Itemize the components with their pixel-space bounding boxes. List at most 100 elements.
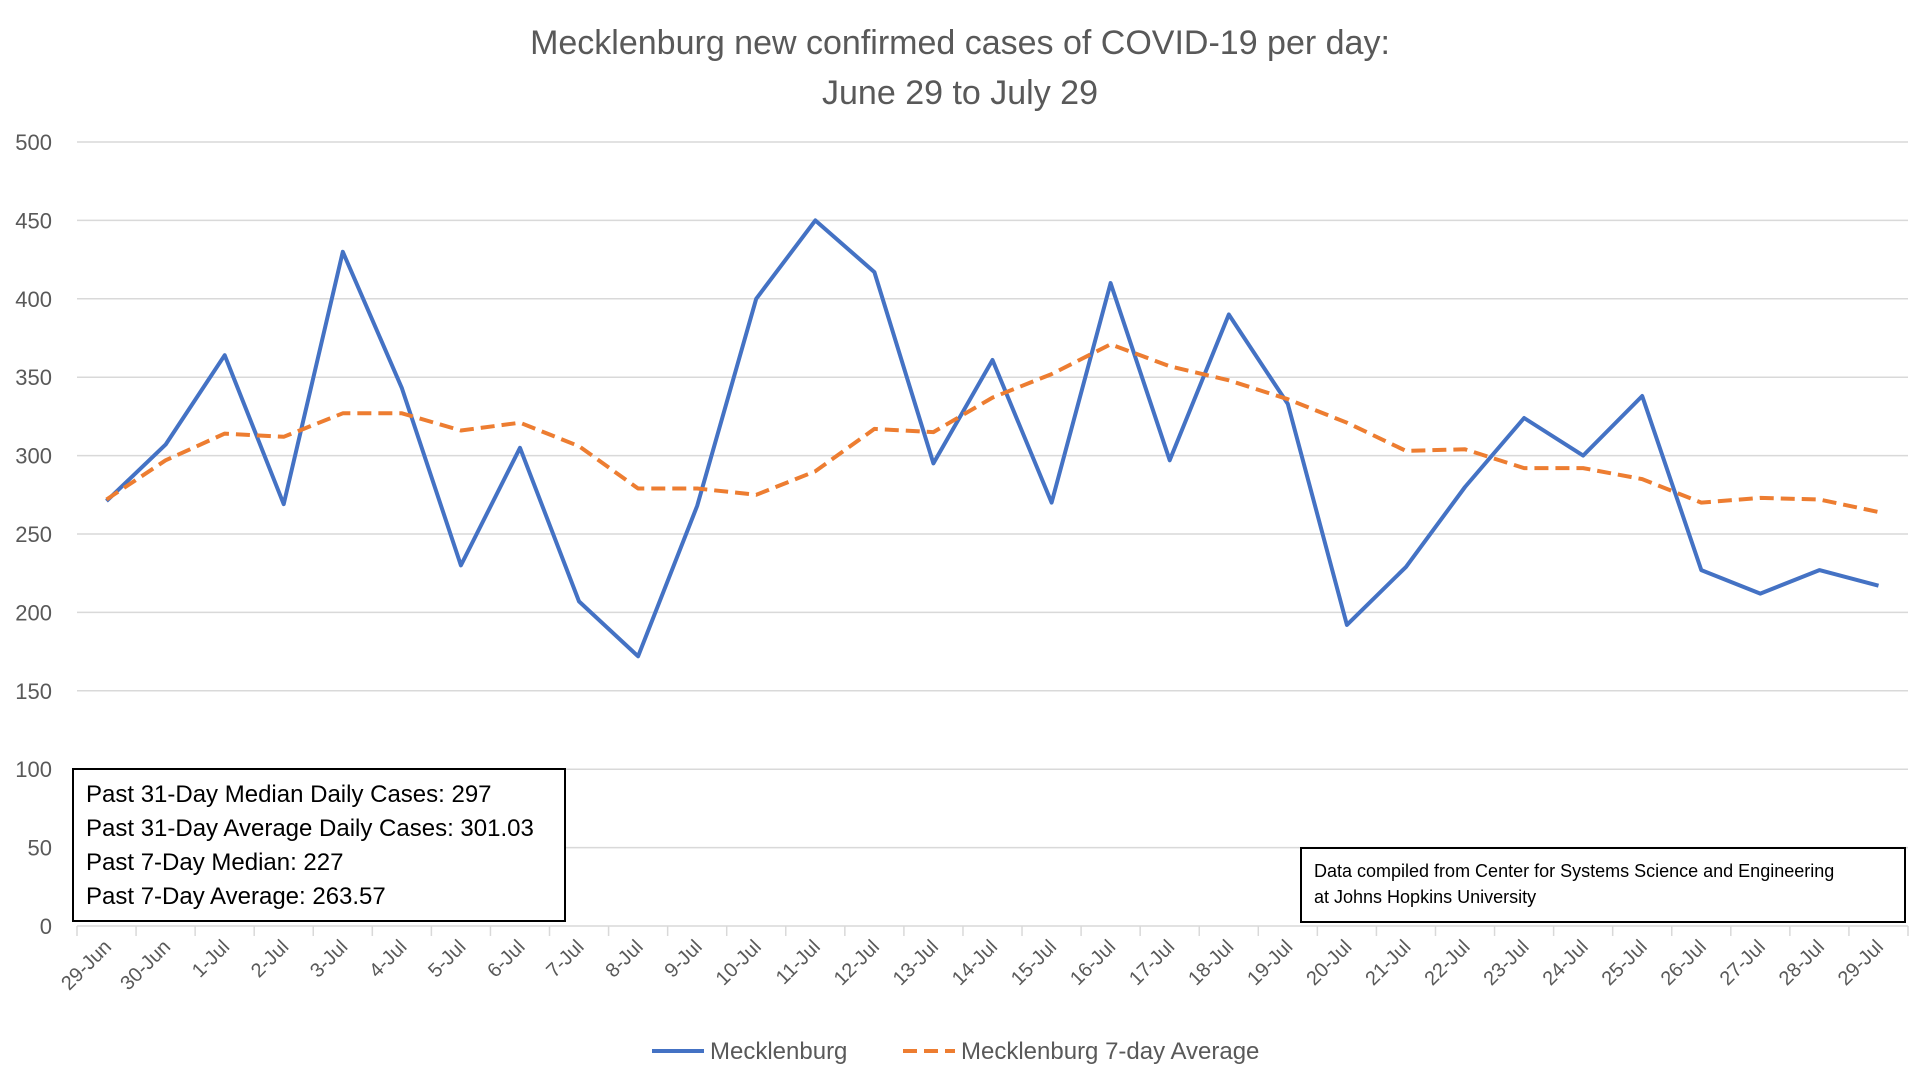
data-point-daily-10-Jul [754, 297, 758, 301]
data-point-daily-11-Jul [813, 218, 817, 222]
data-point-avg-1-Jul [223, 432, 227, 436]
x-tick-label-23-Jul: 23-Jul [1480, 936, 1534, 990]
data-point-daily-12-Jul [872, 270, 876, 274]
data-point-avg-3-Jul [341, 411, 345, 415]
data-point-avg-5-Jul [459, 429, 463, 433]
stats-7day-average: Past 7-Day Average: 263.57 [86, 883, 386, 910]
y-tick-label-50: 50 [28, 836, 52, 861]
series-line-seven-day-average [105, 342, 1879, 514]
data-point-daily-1-Jul [223, 353, 227, 357]
y-tick-label-150: 150 [15, 679, 52, 704]
data-point-daily-25-Jul [1640, 394, 1644, 398]
data-point-avg-8-Jul [636, 487, 640, 491]
x-tick-label-29-Jun: 29-Jun [57, 936, 116, 995]
stats-7day-median: Past 7-Day Median: 227 [86, 849, 344, 876]
data-point-avg-22-Jul [1463, 447, 1467, 451]
data-point-avg-15-Jul [1050, 372, 1054, 376]
data-point-daily-24-Jul [1581, 454, 1585, 458]
source-note-line-2: at Johns Hopkins University [1314, 887, 1537, 907]
data-point-avg-10-Jul [754, 493, 758, 497]
data-point-daily-5-Jul [459, 563, 463, 567]
y-axis: 0 50 100 150 200 250 300 350 400 450 500 [15, 130, 52, 939]
legend-label-seven-day-average: Mecklenburg 7-day Average [961, 1038, 1259, 1065]
data-point-daily-23-Jul [1522, 416, 1526, 420]
x-tick-label-19-Jul: 19-Jul [1243, 936, 1297, 990]
data-point-daily-9-Jul [695, 504, 699, 508]
x-tick-label-18-Jul: 18-Jul [1184, 936, 1238, 990]
stats-box: Past 31-Day Median Daily Cases: 297 Past… [72, 768, 566, 922]
y-tick-label-100: 100 [15, 757, 52, 782]
y-tick-label-300: 300 [15, 444, 52, 469]
stats-31day-median: Past 31-Day Median Daily Cases: 297 [86, 781, 492, 808]
data-point-avg-18-Jul [1227, 378, 1231, 382]
x-tick-label-10-Jul: 10-Jul [712, 936, 766, 990]
data-point-avg-12-Jul [872, 427, 876, 431]
x-tick-label-14-Jul: 14-Jul [948, 936, 1002, 990]
data-point-daily-17-Jul [1168, 458, 1172, 462]
data-point-avg-25-Jul [1640, 477, 1644, 481]
data-point-daily-7-Jul [577, 599, 581, 603]
x-tick-label-5-Jul: 5-Jul [424, 936, 470, 982]
x-tick-label-2-Jul: 2-Jul [247, 936, 293, 982]
data-point-daily-28-Jul [1817, 568, 1821, 572]
y-tick-label-0: 0 [40, 914, 52, 939]
x-tick-label-6-Jul: 6-Jul [483, 936, 529, 982]
x-tick-label-22-Jul: 22-Jul [1420, 936, 1474, 990]
data-point-daily-26-Jul [1699, 568, 1703, 572]
data-point-avg-20-Jul [1345, 421, 1349, 425]
y-tick-label-200: 200 [15, 600, 52, 625]
x-tick-label-9-Jul: 9-Jul [660, 936, 706, 982]
x-tick-label-28-Jul: 28-Jul [1775, 936, 1829, 990]
source-note-line-1: Data compiled from Center for Systems Sc… [1314, 861, 1835, 881]
data-point-avg-17-Jul [1168, 364, 1172, 368]
data-point-daily-19-Jul [1286, 402, 1290, 406]
x-tick-label-27-Jul: 27-Jul [1716, 936, 1770, 990]
x-tick-label-3-Jul: 3-Jul [306, 936, 352, 982]
data-point-avg-24-Jul [1581, 466, 1585, 470]
data-point-avg-30-Jun [164, 458, 168, 462]
data-point-daily-20-Jul [1345, 623, 1349, 627]
x-tick-label-16-Jul: 16-Jul [1066, 936, 1120, 990]
data-point-avg-2-Jul [282, 435, 286, 439]
x-tick-label-20-Jul: 20-Jul [1302, 936, 1356, 990]
x-tick-label-13-Jul: 13-Jul [889, 936, 943, 990]
x-tick-label-1-Jul: 1-Jul [188, 936, 234, 982]
x-tick-label-25-Jul: 25-Jul [1598, 936, 1652, 990]
data-point-daily-14-Jul [991, 358, 995, 362]
x-tick-label-7-Jul: 7-Jul [542, 936, 588, 982]
x-tick-label-12-Jul: 12-Jul [830, 936, 884, 990]
data-point-avg-27-Jul [1758, 496, 1762, 500]
x-tick-label-30-Jun: 30-Jun [116, 936, 175, 995]
x-tick-label-4-Jul: 4-Jul [365, 936, 411, 982]
x-tick-label-26-Jul: 26-Jul [1657, 936, 1711, 990]
data-point-daily-21-Jul [1404, 565, 1408, 569]
data-point-avg-9-Jul [695, 487, 699, 491]
data-point-daily-18-Jul [1227, 313, 1231, 317]
y-tick-label-350: 350 [15, 365, 52, 390]
x-tick-label-29-Jul: 29-Jul [1834, 936, 1888, 990]
data-point-daily-8-Jul [636, 654, 640, 658]
data-point-daily-15-Jul [1050, 501, 1054, 505]
x-tick-label-15-Jul: 15-Jul [1007, 936, 1061, 990]
data-point-avg-28-Jul [1817, 498, 1821, 502]
data-point-avg-21-Jul [1404, 449, 1408, 453]
data-point-daily-2-Jul [282, 502, 286, 506]
source-note-box: Data compiled from Center for Systems Sc… [1300, 847, 1906, 923]
y-tick-label-400: 400 [15, 287, 52, 312]
legend-label-mecklenburg: Mecklenburg [710, 1038, 847, 1065]
data-point-avg-4-Jul [400, 411, 404, 415]
data-point-avg-13-Jul [931, 430, 935, 434]
data-point-avg-23-Jul [1522, 466, 1526, 470]
chart-subtitle: June 29 to July 29 [822, 74, 1098, 112]
data-point-daily-30-Jun [164, 443, 168, 447]
data-point-daily-13-Jul [931, 461, 935, 465]
data-point-avg-19-Jul [1286, 397, 1290, 401]
y-tick-label-500: 500 [15, 130, 52, 155]
series-line-mecklenburg [105, 218, 1880, 659]
series-lines [105, 218, 1880, 659]
data-point-avg-11-Jul [813, 469, 817, 473]
data-point-avg-29-Jun [105, 498, 109, 502]
data-point-daily-22-Jul [1463, 485, 1467, 489]
